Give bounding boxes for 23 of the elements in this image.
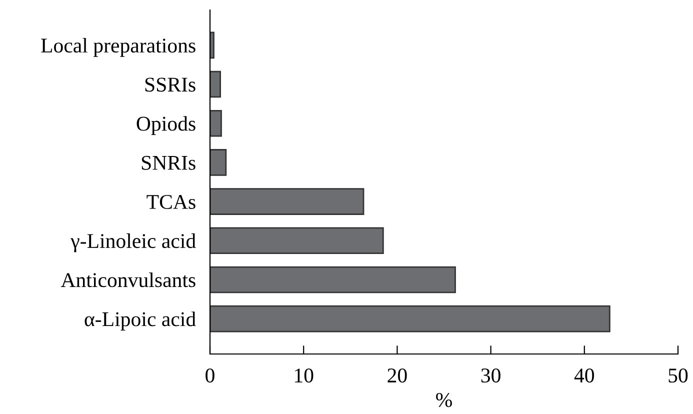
x-tick-label: 30 <box>481 368 500 383</box>
bar <box>210 110 222 137</box>
y-tick-label: SNRIs <box>142 156 196 170</box>
x-tick-label: 0 <box>206 368 214 383</box>
bar <box>210 266 456 294</box>
y-tick-label: TCAs <box>146 194 196 209</box>
bar <box>210 227 384 254</box>
y-tick-label: α-Lipoic acid <box>84 312 196 330</box>
bar <box>210 70 221 98</box>
x-tick-label: 40 <box>574 368 594 383</box>
bar <box>210 149 227 176</box>
y-tick-label: SSRIs <box>145 78 196 92</box>
bar <box>210 188 364 215</box>
x-axis-title: % <box>436 392 452 408</box>
y-tick-label: Anticonvulsants <box>60 272 196 288</box>
y-tick-label: γ-Linoleic acid <box>70 233 196 252</box>
x-tick-label: 10 <box>295 368 314 383</box>
y-tick-label: Opiods <box>136 116 196 136</box>
x-tick-label: 50 <box>668 368 688 383</box>
x-tick-label: 20 <box>388 368 407 383</box>
bar <box>210 32 214 59</box>
bar <box>210 305 610 332</box>
y-tick-label: Local preparations <box>41 38 196 57</box>
